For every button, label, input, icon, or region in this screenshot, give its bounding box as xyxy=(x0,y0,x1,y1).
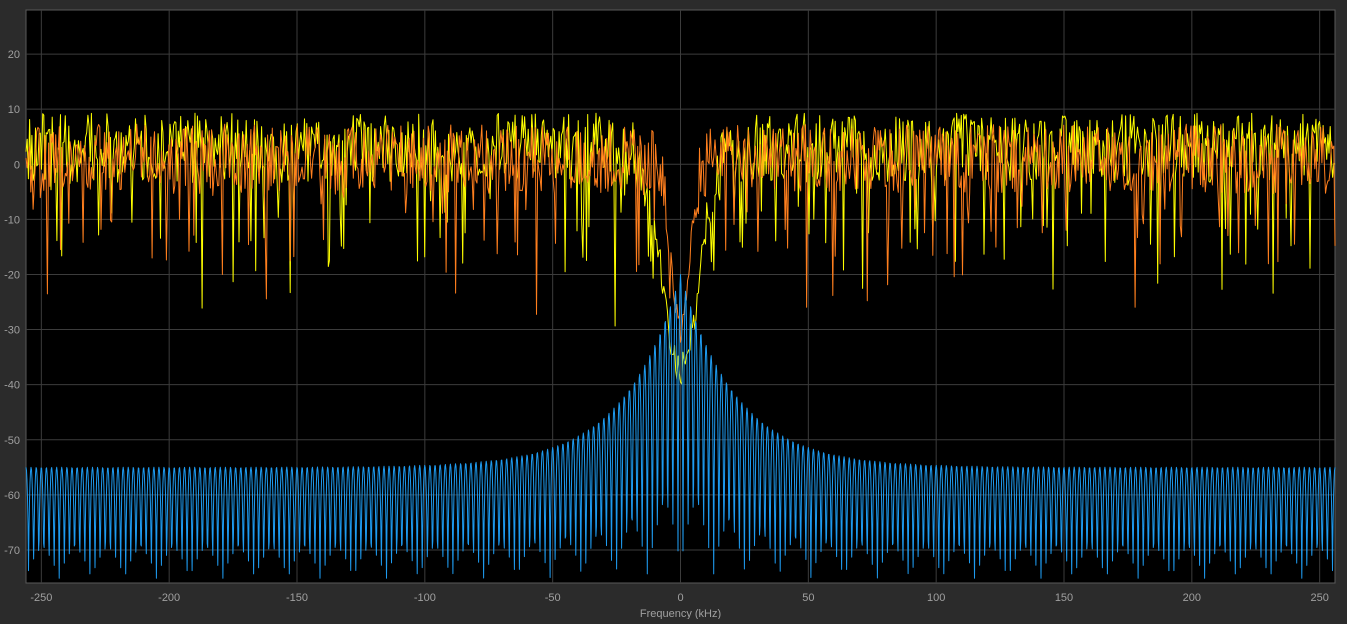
x-tick-label: -100 xyxy=(414,592,436,604)
y-tick-label: -10 xyxy=(4,214,20,226)
y-tick-label: -70 xyxy=(4,545,20,557)
y-tick-label: 0 xyxy=(14,159,20,171)
x-tick-labels: -250 -200 -150 -100 -50 0 50 100 150 200 250 xyxy=(30,592,1329,604)
x-tick-label: 200 xyxy=(1183,592,1201,604)
plot-area xyxy=(25,112,1336,579)
x-tick-label: 250 xyxy=(1310,592,1328,604)
series-line-3 xyxy=(25,274,1336,579)
y-tick-label: -60 xyxy=(4,490,20,502)
x-tick-label: 100 xyxy=(927,592,945,604)
y-tick-label: -50 xyxy=(4,435,20,447)
x-tick-label: 0 xyxy=(677,592,683,604)
y-tick-label: -30 xyxy=(4,325,20,337)
x-tick-label: -250 xyxy=(30,592,52,604)
x-tick-label: -50 xyxy=(545,592,561,604)
y-tick-label: 20 xyxy=(8,49,20,61)
y-tick-label: -40 xyxy=(4,380,20,392)
x-axis-label: Frequency (kHz) xyxy=(640,608,721,619)
x-tick-label: -200 xyxy=(158,592,180,604)
y-tick-label: 10 xyxy=(8,104,20,116)
series-line-2 xyxy=(25,123,1336,343)
x-tick-label: -150 xyxy=(286,592,308,604)
y-tick-labels: 20 10 0 -10 -20 -30 -40 -50 -60 -70 xyxy=(4,49,20,557)
y-tick-label: -20 xyxy=(4,269,20,281)
x-tick-label: 50 xyxy=(802,592,814,604)
x-tick-label: 150 xyxy=(1055,592,1073,604)
